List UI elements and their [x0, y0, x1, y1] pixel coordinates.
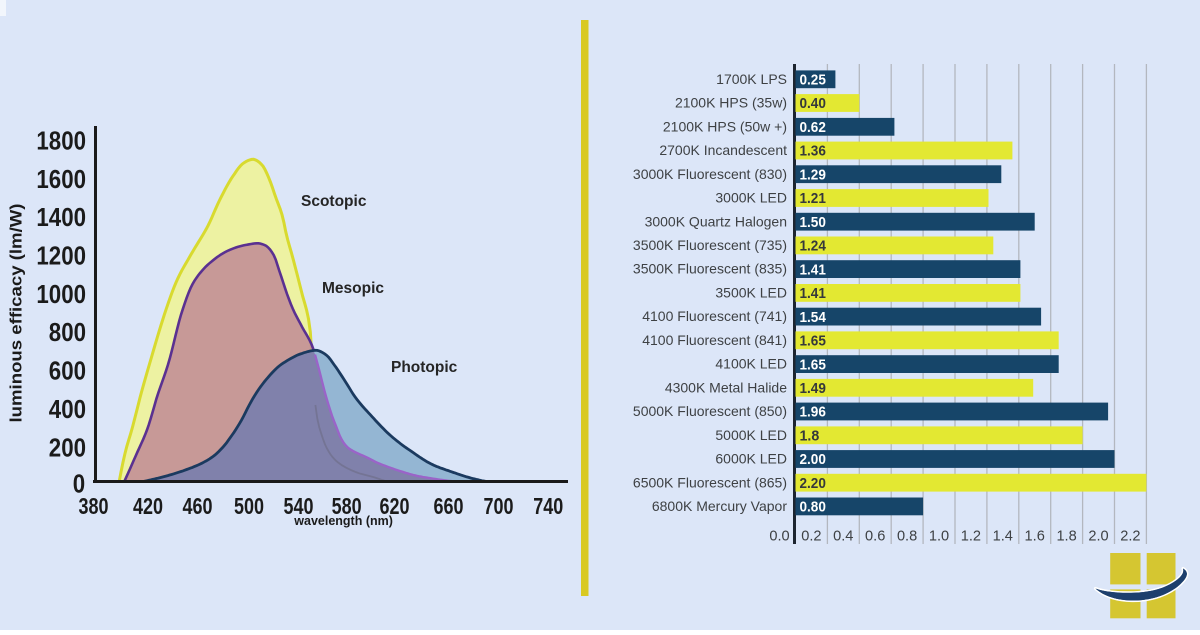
svg-text:2.00: 2.00 [800, 451, 826, 468]
svg-text:6800K Mercury Vapor: 6800K Mercury Vapor [652, 498, 787, 514]
svg-text:4100 Fluorescent (741): 4100 Fluorescent (741) [642, 308, 787, 324]
svg-text:0: 0 [73, 469, 85, 499]
svg-text:Photopic: Photopic [391, 359, 458, 376]
svg-text:3000K Fluorescent (830): 3000K Fluorescent (830) [633, 166, 787, 182]
svg-text:3500K LED: 3500K LED [715, 285, 787, 301]
svg-text:1.65: 1.65 [800, 333, 826, 350]
svg-text:1.41: 1.41 [800, 261, 826, 278]
svg-text:1700K LPS: 1700K LPS [716, 71, 787, 87]
svg-text:660: 660 [434, 493, 464, 519]
svg-text:3500K Fluorescent (735): 3500K Fluorescent (735) [633, 237, 787, 253]
svg-text:400: 400 [49, 394, 86, 424]
svg-text:0.40: 0.40 [800, 95, 826, 112]
svg-text:200: 200 [49, 432, 86, 462]
svg-text:580: 580 [332, 493, 362, 519]
svg-text:1.36: 1.36 [800, 143, 826, 160]
svg-text:0.8: 0.8 [897, 529, 917, 545]
svg-text:540: 540 [284, 493, 314, 519]
svg-text:Scotopic: Scotopic [301, 193, 367, 210]
svg-text:2.20: 2.20 [800, 475, 826, 492]
svg-text:500: 500 [234, 493, 264, 519]
svg-text:1.2: 1.2 [961, 529, 981, 545]
svg-text:0.62: 0.62 [800, 119, 826, 136]
svg-text:4100K LED: 4100K LED [715, 356, 787, 372]
svg-text:2700K Incandescent: 2700K Incandescent [659, 142, 787, 158]
svg-text:1.8: 1.8 [1056, 529, 1076, 545]
svg-text:380: 380 [79, 493, 109, 519]
svg-text:420: 420 [133, 493, 163, 519]
svg-text:740: 740 [533, 493, 563, 519]
svg-text:1200: 1200 [36, 241, 86, 271]
svg-text:620: 620 [380, 493, 410, 519]
svg-text:1.41: 1.41 [800, 285, 826, 302]
svg-text:2.2: 2.2 [1120, 529, 1140, 545]
svg-text:3000K Quartz Halogen: 3000K Quartz Halogen [645, 213, 787, 229]
svg-text:1.8: 1.8 [800, 427, 820, 444]
svg-text:1.29: 1.29 [800, 166, 826, 183]
svg-text:1.21: 1.21 [800, 190, 826, 207]
svg-text:700: 700 [484, 493, 514, 519]
svg-text:2100K HPS (35w): 2100K HPS (35w) [675, 95, 787, 111]
svg-text:3000K LED: 3000K LED [715, 190, 787, 206]
svg-text:1600: 1600 [36, 164, 86, 194]
svg-text:4300K Metal Halide: 4300K Metal Halide [665, 379, 787, 395]
svg-text:0.25: 0.25 [800, 72, 826, 89]
svg-text:1.49: 1.49 [800, 380, 826, 397]
svg-text:2100K HPS (50w +): 2100K HPS (50w +) [663, 118, 787, 134]
svg-text:5000K LED: 5000K LED [715, 427, 787, 443]
svg-text:460: 460 [183, 493, 213, 519]
svg-text:1.54: 1.54 [800, 309, 827, 326]
svg-text:0.80: 0.80 [800, 499, 826, 516]
svg-text:1.24: 1.24 [800, 238, 827, 255]
svg-text:1000: 1000 [36, 279, 86, 309]
svg-text:luminous efficacy (lm/W): luminous efficacy (lm/W) [7, 204, 26, 423]
svg-text:1.50: 1.50 [800, 214, 826, 231]
svg-text:0.4: 0.4 [833, 529, 853, 545]
svg-text:0.2: 0.2 [801, 529, 821, 545]
svg-text:1800: 1800 [36, 126, 86, 156]
svg-text:1.96: 1.96 [800, 404, 826, 421]
svg-text:6500K Fluorescent (865): 6500K Fluorescent (865) [633, 474, 787, 490]
svg-text:2.0: 2.0 [1088, 529, 1108, 545]
svg-text:3500K Fluorescent (835): 3500K Fluorescent (835) [633, 261, 787, 277]
svg-text:1400: 1400 [36, 202, 86, 232]
svg-text:1.0: 1.0 [929, 529, 949, 545]
svg-text:600: 600 [49, 356, 86, 386]
svg-text:800: 800 [49, 317, 86, 347]
svg-text:4100 Fluorescent (841): 4100 Fluorescent (841) [642, 332, 787, 348]
svg-text:wavelength (nm): wavelength (nm) [293, 514, 393, 528]
svg-text:6000K LED: 6000K LED [715, 451, 787, 467]
svg-text:0.0: 0.0 [769, 529, 789, 545]
svg-text:Mesopic: Mesopic [322, 280, 384, 297]
svg-text:0.6: 0.6 [865, 529, 885, 545]
svg-text:5000K Fluorescent (850): 5000K Fluorescent (850) [633, 403, 787, 419]
svg-text:1.4: 1.4 [993, 529, 1013, 545]
svg-text:1.65: 1.65 [800, 356, 826, 373]
svg-text:1.6: 1.6 [1025, 529, 1045, 545]
